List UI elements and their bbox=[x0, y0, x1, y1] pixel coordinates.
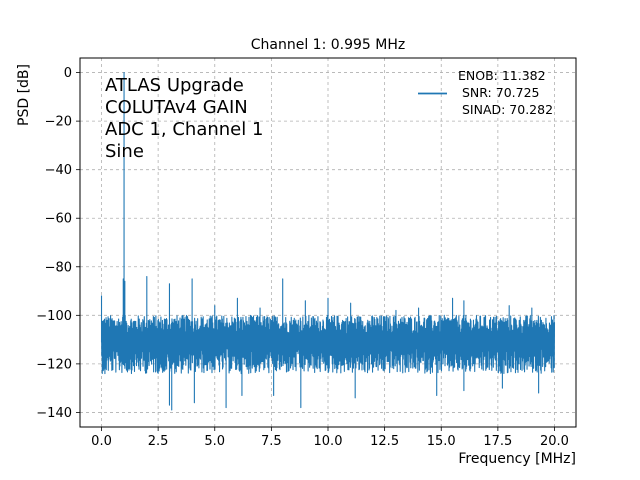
x-axis-label: Frequency [MHz] bbox=[458, 451, 576, 467]
x-tick-label: 15.0 bbox=[427, 434, 456, 449]
x-tick-label: 17.5 bbox=[483, 434, 512, 449]
chart-annotation: ATLAS Upgrade COLUTAv4 GAIN ADC 1, Chann… bbox=[105, 75, 263, 162]
annotation-line-4: Sine bbox=[105, 141, 144, 162]
x-tick-label: 10.0 bbox=[314, 434, 343, 449]
x-tick-label: 7.5 bbox=[261, 434, 282, 449]
y-tick-label: 0 bbox=[64, 66, 72, 81]
x-tick-label: 2.5 bbox=[148, 434, 169, 449]
y-tick-label: −60 bbox=[45, 212, 72, 227]
y-tick-label: −40 bbox=[45, 163, 72, 178]
x-tick-label: 5.0 bbox=[204, 434, 225, 449]
y-tick-label: −100 bbox=[36, 309, 72, 324]
y-tick-label: −140 bbox=[36, 406, 72, 421]
legend-line-2: SNR: 70.725 bbox=[458, 85, 539, 100]
x-tick-label: 0.0 bbox=[91, 434, 112, 449]
chart-title: Channel 1: 0.995 MHz bbox=[251, 37, 406, 53]
annotation-line-3: ADC 1, Channel 1 bbox=[105, 119, 263, 140]
legend-line-1: ENOB: 11.382 bbox=[458, 68, 546, 83]
y-tick-label: −20 bbox=[45, 115, 72, 130]
series-line-group bbox=[100, 72, 556, 411]
annotation-line-2: COLUTAv4 GAIN bbox=[105, 97, 248, 118]
x-tick-label: 20.0 bbox=[540, 434, 569, 449]
y-tick-label: −80 bbox=[45, 260, 72, 275]
y-axis-label: PSD [dB] bbox=[16, 64, 32, 126]
legend-line-3: SINAD: 70.282 bbox=[458, 102, 553, 117]
psd-series-line bbox=[100, 72, 556, 411]
x-tick-label: 12.5 bbox=[370, 434, 399, 449]
annotation-line-1: ATLAS Upgrade bbox=[105, 75, 244, 96]
legend: ENOB: 11.382 SNR: 70.725 SINAD: 70.282 bbox=[418, 68, 553, 117]
x-axis-ticks: 0.0 2.5 5.0 7.5 10.0 12.5 15.0 17.5 20.0 bbox=[91, 427, 569, 449]
y-tick-label: −120 bbox=[36, 357, 72, 372]
y-axis-ticks: 0 −20 −40 −60 −80 −100 −120 −140 bbox=[36, 66, 80, 421]
